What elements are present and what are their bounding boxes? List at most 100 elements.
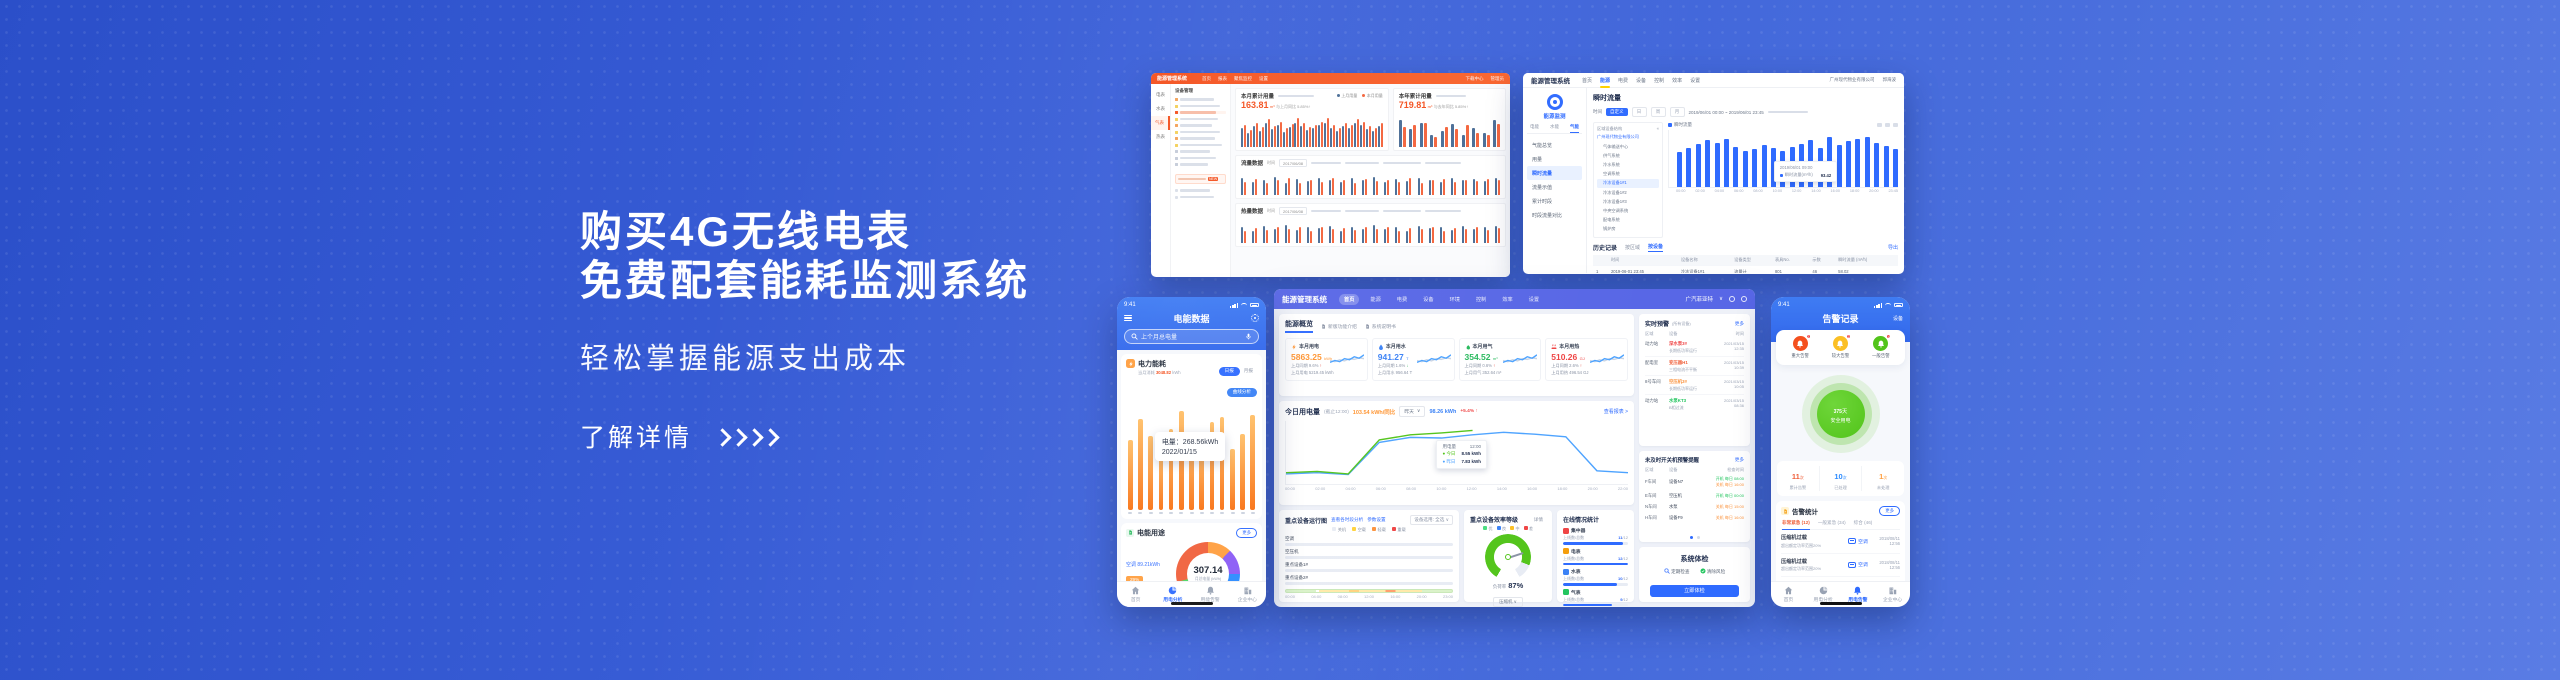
tree-item[interactable]: 配电系统 — [1603, 217, 1620, 223]
tree-root[interactable]: 广州现代物业有限公司 — [1597, 134, 1639, 139]
rail-item[interactable]: 电表 — [1156, 92, 1165, 97]
nav-item[interactable]: 电费 — [1396, 296, 1408, 303]
alarm-list-item[interactable]: 压缩机过载 超出额定功率范围20% 空调 2018/08/11 12:56 — [1781, 554, 1900, 577]
tree-item[interactable]: 锅炉房 — [1603, 226, 1616, 232]
alert-row[interactable]: 动力站 水泵KT3 B相过流 2021/03/15 08:36 — [1645, 397, 1744, 410]
tree-footer-badge[interactable]: NEW — [1175, 174, 1226, 184]
nav-item[interactable]: 首页 — [1582, 77, 1593, 84]
link-manual[interactable]: 系统说明书 — [1365, 323, 1396, 330]
tab-very-urgent-active[interactable]: 非常紧急 (12) — [1782, 520, 1810, 530]
compare-select[interactable]: 昨天 ∨ — [1399, 406, 1426, 417]
nav-item[interactable]: 设备 — [1636, 77, 1647, 84]
more-link[interactable]: 更多 — [1734, 320, 1744, 326]
tab-by-device[interactable]: 按设备 — [1648, 243, 1664, 252]
tab-electric[interactable]: 电能 — [1530, 124, 1539, 129]
sidebar-item[interactable]: 用量 — [1532, 156, 1543, 163]
switch-alert-row[interactable]: F车间 设备N7 开机 每日 08:00 关机 每日 16:00 — [1645, 476, 1744, 488]
switch-alert-row[interactable]: H车间 设备F9 关机 每日 16:00 — [1645, 515, 1744, 521]
tab-general-urgent[interactable]: 一般紧急 (34) — [1817, 520, 1846, 525]
link-period-analysis[interactable]: 查看各时段分析 — [1331, 517, 1364, 522]
more-button[interactable]: 更多 — [1879, 506, 1900, 516]
menu-icon[interactable] — [1124, 313, 1132, 322]
alarm-type-major[interactable]: 2 重大告警 — [1791, 334, 1811, 358]
sidebar-item[interactable]: 气能总览 — [1532, 142, 1553, 149]
device-select[interactable]: 设备选用: 全选 ∨ — [1410, 515, 1453, 525]
date-picker[interactable]: 2017/06/08 — [1279, 207, 1308, 215]
nav-item[interactable]: 能源 — [1370, 296, 1381, 303]
nav-item[interactable]: 设置 — [1528, 296, 1540, 303]
date-picker[interactable]: 2017/06/08 — [1279, 159, 1308, 167]
export-button[interactable]: 导出 — [1887, 244, 1898, 251]
tab-alerts-active[interactable]: 用电告警 — [1841, 586, 1876, 603]
rail-item[interactable]: 水表 — [1156, 106, 1165, 111]
tab-monthly[interactable]: 月报 — [1243, 368, 1253, 373]
tree-item[interactable]: 冷水系统 — [1603, 161, 1620, 167]
alarm-list-item[interactable]: 压缩机过载 超出额定功率范围20% 空调 2018/08/11 12:56 — [1781, 582, 1900, 595]
nav-item[interactable]: 首页 — [1202, 75, 1212, 81]
tree-item[interactable]: 空调系统 — [1603, 171, 1620, 177]
range-button[interactable]: 月 — [1669, 107, 1685, 117]
link-feature-intro[interactable]: 新版功能介绍 — [1321, 323, 1357, 330]
search-input[interactable]: 上个月总电量 — [1124, 329, 1259, 344]
tree-item-active[interactable]: 冷冻设备1#1 — [1597, 178, 1659, 188]
mic-icon[interactable] — [1245, 333, 1252, 340]
nav-item[interactable]: 设置 — [1259, 75, 1269, 81]
nav-item[interactable]: 报表 — [1218, 75, 1228, 81]
bell-icon[interactable] — [1729, 296, 1735, 302]
company-name[interactable]: 广州现代物业有限公司 — [1829, 77, 1875, 82]
rail-item-active[interactable]: 气表 — [1151, 116, 1170, 130]
tab-home[interactable]: 首页 — [1771, 586, 1806, 603]
nav-item[interactable]: 效率 — [1502, 296, 1513, 303]
detail-link[interactable]: 详情 — [1533, 516, 1543, 522]
alarm-list-item[interactable]: 压缩机过载 超出额定功率范围20% 空调 2018/08/11 12:56 — [1781, 530, 1900, 554]
nav-item[interactable]: 电费 — [1618, 77, 1629, 84]
switch-alert-row[interactable]: E车间 空压机 开机 每日 00:00 — [1645, 493, 1744, 499]
alarm-type-general[interactable]: 4 一般告警 — [1872, 334, 1892, 358]
sidebar-item[interactable]: 时段流量对比 — [1532, 212, 1563, 219]
nav-item[interactable]: 设备 — [1423, 296, 1434, 303]
custom-range-chip[interactable]: 自定义 — [1606, 108, 1628, 116]
health-check-button[interactable]: 立即体检 — [1649, 584, 1740, 597]
company-selector[interactable]: 广汽菲亚特 — [1685, 297, 1713, 303]
tab-combined[interactable]: 综合 (46) — [1853, 520, 1873, 525]
tree-item[interactable]: 中央空调系统 — [1603, 207, 1629, 213]
nav-item[interactable]: 控制 — [1654, 77, 1665, 84]
tree-item[interactable]: 冷冻设备1#2 — [1603, 189, 1627, 195]
run-map-axis[interactable] — [1285, 589, 1453, 593]
range-button[interactable]: 周 — [1650, 107, 1666, 117]
user-menu[interactable]: 管理员 — [1490, 75, 1505, 81]
nav-item[interactable]: 效率 — [1672, 77, 1683, 84]
tab-enterprise[interactable]: 企业中心 — [1875, 586, 1910, 603]
curve-analysis-button[interactable]: 曲线分析 — [1226, 387, 1257, 397]
tab-gas-active[interactable]: 气能 — [1570, 124, 1579, 133]
view-report-link[interactable]: 查看报表 > — [1603, 409, 1628, 415]
user-name[interactable]: 郭海波 — [1882, 77, 1897, 82]
tree-item[interactable]: 气体输送中心 — [1603, 143, 1629, 149]
tab-water[interactable]: 水能 — [1550, 124, 1559, 129]
tab-analysis[interactable]: 用电分析 — [1806, 586, 1841, 603]
switch-alert-row[interactable]: N车间 水泵 关机 每日 15:00 — [1645, 504, 1744, 510]
sidebar-item[interactable]: 流量示值 — [1532, 184, 1553, 191]
nav-item-active[interactable]: 能源 — [1600, 73, 1611, 88]
tab-by-area[interactable]: 按区域 — [1625, 244, 1641, 251]
alert-row[interactable]: 配电室 变压器H1 三相电流不平衡 2021/03/15 10:39 — [1645, 357, 1744, 376]
pagination-dots[interactable] — [1645, 526, 1744, 542]
rail-item[interactable]: 热表 — [1156, 134, 1165, 139]
nav-item[interactable]: 下载中心 — [1465, 75, 1484, 81]
tab-daily-active[interactable]: 日报 — [1218, 366, 1240, 376]
tab-home[interactable]: 首页 — [1117, 586, 1154, 603]
date-range[interactable]: 2019/06/01 00:00 ~ 2019/06/01 23:45 — [1688, 109, 1764, 115]
tree-item[interactable]: 冷冻设备1#3 — [1603, 198, 1627, 204]
learn-more-label[interactable]: 了解详情 — [580, 424, 693, 452]
device-filter[interactable]: 设备 — [1892, 315, 1903, 322]
nav-item[interactable]: 设置 — [1690, 77, 1701, 84]
nav-item-active[interactable]: 首页 — [1339, 293, 1360, 305]
gear-icon[interactable] — [1251, 314, 1259, 322]
sidebar-item[interactable]: 累计时段 — [1532, 198, 1553, 205]
device-select[interactable]: 压缩机 ∨ — [1493, 597, 1523, 607]
collapse-icon[interactable]: « — [1656, 126, 1659, 131]
alert-row[interactable]: 8号车间 空压机3# 长期低功率运行 2021/03/15 10:05 — [1645, 376, 1744, 395]
alarm-type-medium[interactable]: 2 较大告警 — [1831, 334, 1851, 358]
table-row[interactable]: 1 2019-06-01 23:45 冷冻设备1#1 流量计 801 46 58.02 — [1593, 265, 1898, 273]
more-link[interactable]: 更多 — [1734, 456, 1744, 462]
